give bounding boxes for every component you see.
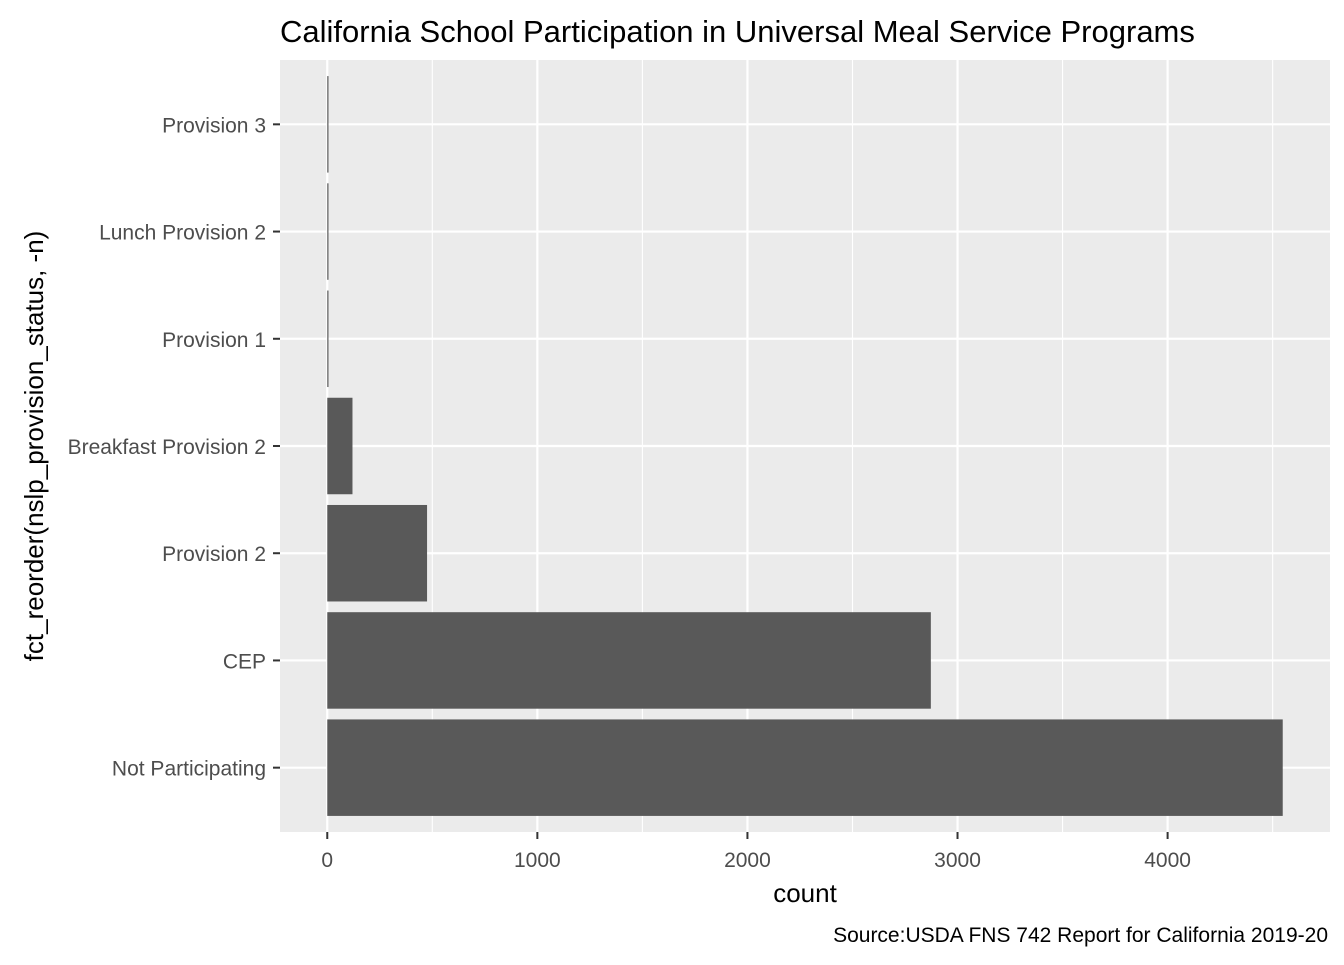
x-tick-label: 3000 <box>934 849 981 872</box>
bar-breakfast-provision-2 <box>327 397 353 495</box>
bar-provision-2 <box>327 504 428 602</box>
y-tick-label: Provision 1 <box>162 329 266 352</box>
y-tick-label: Lunch Provision 2 <box>99 222 266 245</box>
x-tick-label: 2000 <box>724 849 771 872</box>
x-tick-label: 1000 <box>514 849 561 872</box>
y-tick-label: Breakfast Provision 2 <box>68 436 266 459</box>
x-tick-label: 4000 <box>1144 849 1191 872</box>
x-tick-label: 0 <box>321 849 333 872</box>
x-axis-title: count <box>773 878 837 908</box>
bar-provision-3 <box>327 76 329 173</box>
y-tick-label: Provision 2 <box>162 543 266 566</box>
y-tick-label: Provision 3 <box>162 114 266 137</box>
y-axis-title: fct_reorder(nslp_provision_status, -n) <box>19 231 49 662</box>
chart-title: California School Participation in Unive… <box>280 14 1195 49</box>
bar-lunch-provision-2 <box>327 183 329 280</box>
y-axis: Not Participating CEP Provision 2 Breakfast… <box>68 114 280 781</box>
bar-provision-1 <box>327 290 329 388</box>
y-tick-label: Not Participating <box>112 758 266 781</box>
x-axis: 0 1000 2000 3000 4000 <box>321 832 1191 872</box>
bars <box>327 76 1283 816</box>
bar-cep <box>327 612 931 709</box>
y-tick-label: CEP <box>223 650 266 673</box>
chart-caption: Source:USDA FNS 742 Report for Californi… <box>833 924 1328 947</box>
bar-not-participating <box>327 719 1283 816</box>
